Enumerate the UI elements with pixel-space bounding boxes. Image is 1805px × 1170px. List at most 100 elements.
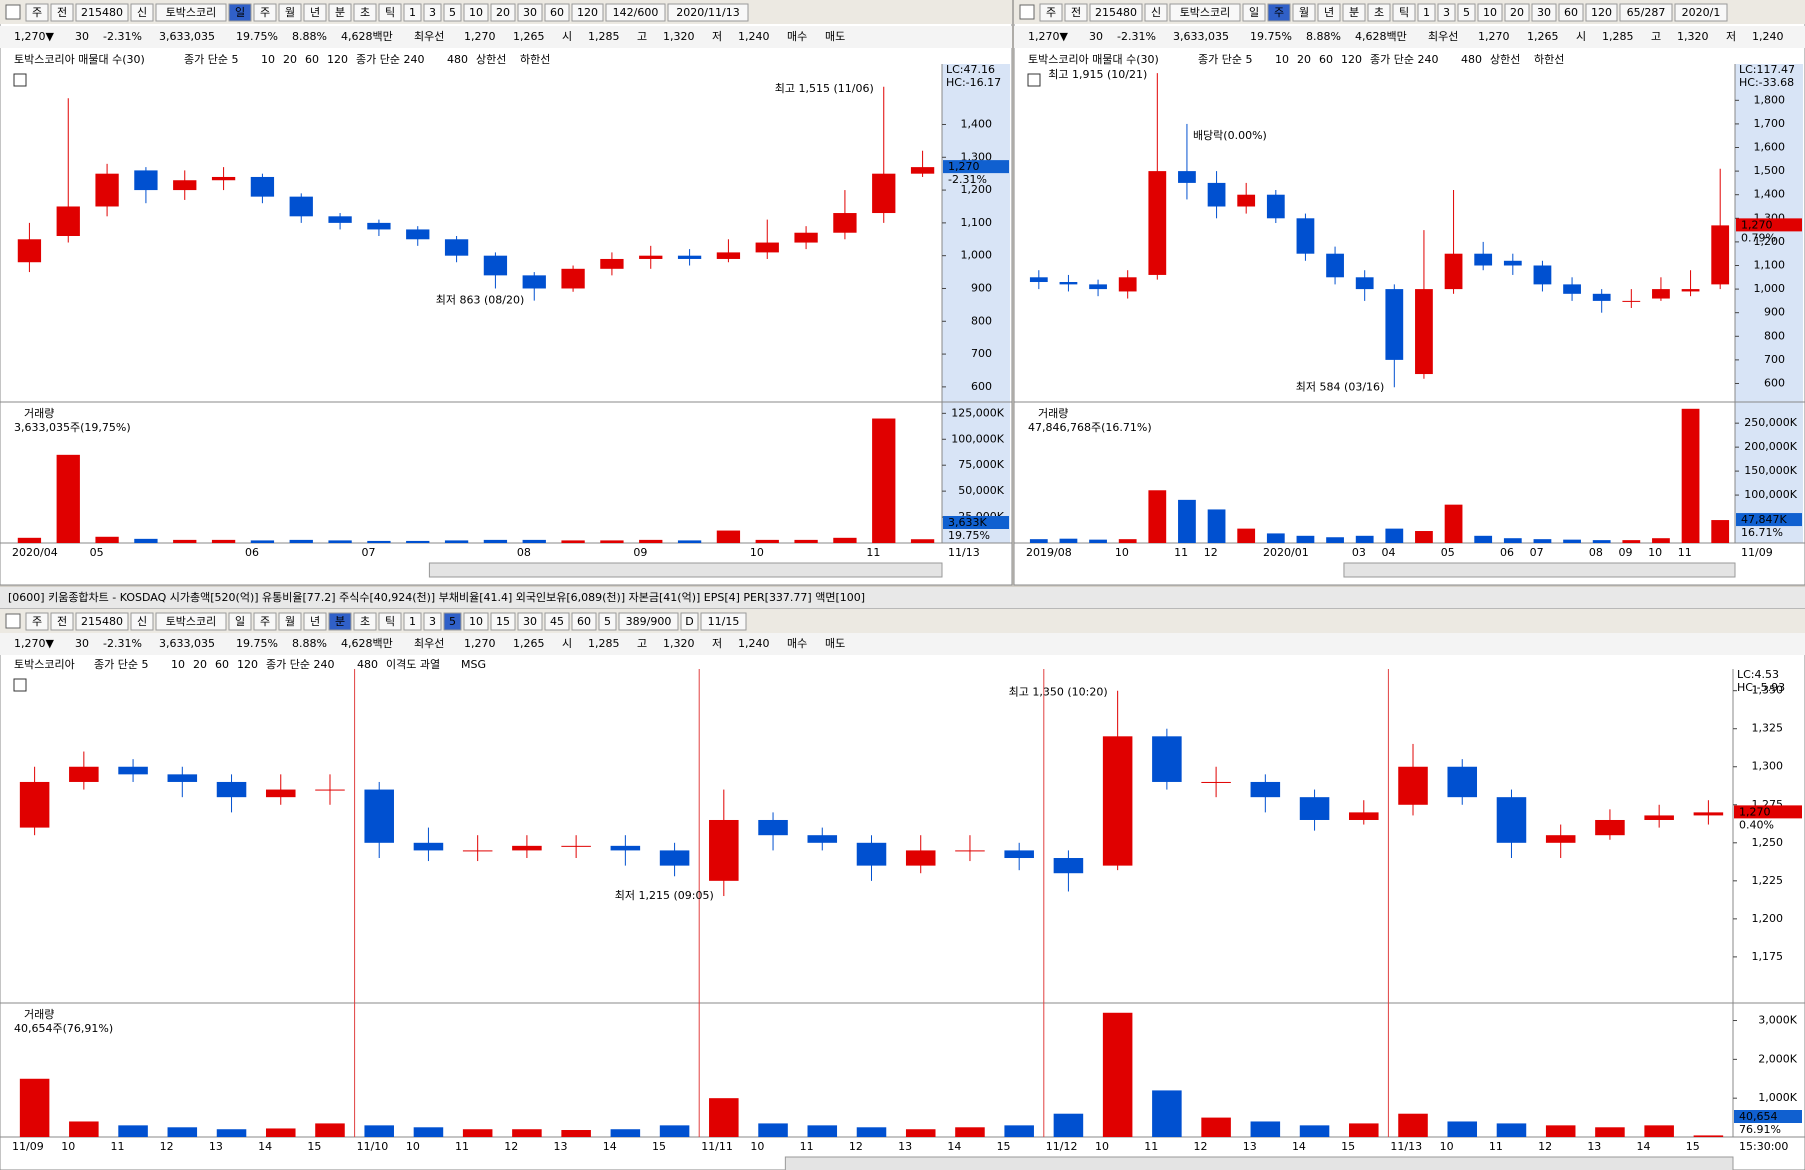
toolbar-button[interactable] [490, 3, 516, 22]
scrollbar[interactable] [1343, 562, 1736, 578]
toolbar-button[interactable] [1674, 3, 1728, 22]
toolbar-button[interactable] [1267, 3, 1291, 22]
toolbar-button[interactable] [1619, 3, 1673, 22]
toolbar-label[interactable]: 15 [496, 615, 510, 628]
toolbar-button[interactable] [50, 3, 74, 22]
toolbar-button[interactable] [517, 3, 543, 22]
toolbar-button[interactable] [303, 612, 327, 631]
toolbar-label[interactable]: 일 [235, 5, 245, 19]
toolbar-label[interactable]: 2020/11/13 [676, 6, 739, 19]
toolbar-label[interactable]: 215480 [81, 615, 123, 628]
toolbar-button[interactable] [75, 612, 129, 631]
toolbar-button[interactable] [490, 612, 516, 631]
toolbar-label[interactable]: 10 [469, 6, 483, 19]
toolbar-label[interactable]: 120 [1591, 6, 1612, 19]
toolbar-label[interactable]: 신 [137, 6, 147, 19]
toolbar-button[interactable] [463, 3, 489, 22]
toolbar-button[interactable] [25, 612, 49, 631]
toolbar-label[interactable]: 토박스코리 [166, 615, 217, 628]
toolbar-label[interactable]: 20 [496, 6, 510, 19]
toolbar-button[interactable] [278, 612, 302, 631]
toolbar-label[interactable]: 5 [1463, 6, 1470, 19]
toolbar-label[interactable]: 142/600 [613, 6, 659, 19]
toolbar-label[interactable]: 년 [1324, 6, 1334, 19]
toolbar-label[interactable]: 5 [449, 615, 456, 628]
toolbar-label[interactable]: 분 [335, 6, 345, 19]
toolbar-label[interactable]: 토박스코리 [166, 6, 217, 19]
toolbar-button[interactable] [1169, 3, 1241, 22]
toolbar-label[interactable]: 분 [335, 615, 345, 628]
toolbar-button[interactable] [1437, 3, 1456, 22]
toolbar-button[interactable] [517, 612, 543, 631]
toolbar-button[interactable] [130, 612, 154, 631]
toolbar-label[interactable]: 5 [604, 615, 611, 628]
toolbar-label[interactable]: 20 [1510, 6, 1524, 19]
toolbar-button[interactable] [1242, 3, 1266, 22]
toolbar-label[interactable]: D [685, 615, 693, 628]
toolbar-label[interactable]: 토박스코리 [1180, 6, 1231, 19]
toolbar-label[interactable]: 2020/1 [1682, 6, 1721, 19]
toolbar-button[interactable] [155, 612, 227, 631]
toolbar-label[interactable]: 초 [360, 615, 370, 628]
toolbar-button[interactable] [463, 612, 489, 631]
toolbar-label[interactable]: 1 [409, 6, 416, 19]
toolbar-button[interactable] [443, 3, 462, 22]
toolbar-button[interactable] [1089, 3, 1143, 22]
toolbar-button[interactable] [1392, 3, 1416, 22]
toolbar-label[interactable]: 389/900 [626, 615, 672, 628]
toolbar-button[interactable] [303, 3, 327, 22]
toolbar-button[interactable] [253, 612, 277, 631]
toolbar-label[interactable]: 분 [1349, 6, 1359, 19]
toolbar-button[interactable] [700, 612, 747, 631]
toolbar-label[interactable]: 년 [310, 6, 320, 19]
toolbar-label[interactable]: 신 [137, 615, 147, 628]
toolbar-label[interactable]: 10 [469, 615, 483, 628]
toolbar-button[interactable] [618, 612, 679, 631]
toolbar-button[interactable] [667, 3, 749, 22]
toolbar-button[interactable] [443, 612, 462, 631]
toolbar-label[interactable]: 주 [1046, 6, 1056, 19]
toolbar-label[interactable]: 11/15 [708, 615, 740, 628]
toolbar-label[interactable]: 주 [32, 615, 42, 628]
toolbar-label[interactable]: 5 [449, 6, 456, 19]
toolbar-button[interactable] [403, 612, 422, 631]
toolbar-button[interactable] [423, 612, 442, 631]
toolbar-button[interactable] [328, 3, 352, 22]
toolbar-label[interactable]: 월 [285, 6, 295, 19]
toolbar-label[interactable]: 30 [1537, 6, 1551, 19]
toolbar-label[interactable]: 60 [550, 6, 564, 19]
toolbar-button[interactable] [1531, 3, 1557, 22]
toolbar-button[interactable] [571, 612, 597, 631]
toolbar-label[interactable]: 틱 [385, 615, 395, 628]
toolbar-button[interactable] [25, 3, 49, 22]
toolbar-button[interactable] [598, 612, 617, 631]
toolbar-label[interactable]: 1 [409, 615, 416, 628]
toolbar-button[interactable] [1457, 3, 1476, 22]
toolbar-button[interactable] [1292, 3, 1316, 22]
toolbar-label[interactable]: 주 [260, 615, 270, 628]
toolbar-label[interactable]: 3 [429, 6, 436, 19]
toolbar-label[interactable]: 초 [1374, 6, 1384, 19]
toolbar-button[interactable] [1144, 3, 1168, 22]
toolbar-label[interactable]: 전 [57, 6, 67, 19]
toolbar-button[interactable] [544, 612, 570, 631]
toolbar-button[interactable] [75, 3, 129, 22]
toolbar-button[interactable] [353, 3, 377, 22]
toolbar-label[interactable]: 일 [235, 614, 245, 628]
toolbar-label[interactable]: 45 [550, 615, 564, 628]
toolbar-button[interactable] [1039, 3, 1063, 22]
toolbar-button[interactable] [50, 612, 74, 631]
toolbar-label[interactable]: 틱 [385, 6, 395, 19]
toolbar-label[interactable]: 1 [1423, 6, 1430, 19]
toolbar-label[interactable]: 월 [1299, 6, 1309, 19]
toolbar-label[interactable]: 년 [310, 615, 320, 628]
toolbar-button[interactable] [1417, 3, 1436, 22]
toolbar-button[interactable] [378, 3, 402, 22]
toolbar-label[interactable]: 30 [523, 6, 537, 19]
toolbar-label[interactable]: 주 [260, 6, 270, 19]
scrollbar[interactable] [428, 562, 943, 578]
toolbar-label[interactable]: 30 [523, 615, 537, 628]
toolbar-label[interactable]: 60 [577, 615, 591, 628]
toolbar-button[interactable] [328, 612, 352, 631]
toolbar-button[interactable] [1585, 3, 1618, 22]
